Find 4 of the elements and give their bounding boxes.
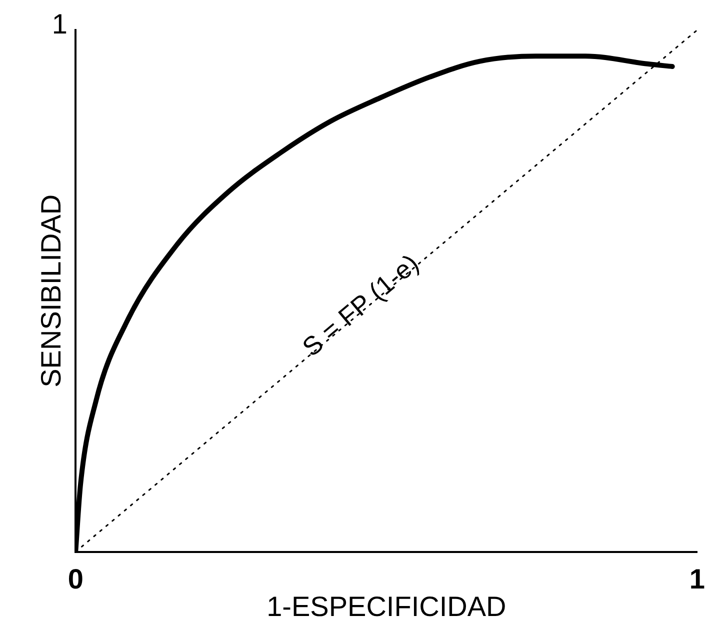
text: 1 [52, 8, 68, 40]
y-axis-title: SENSIBILIDAD [36, 194, 67, 388]
x-axis-title: 1-ESPECIFICIDAD [266, 590, 506, 622]
x-tick-label: 0 [68, 563, 84, 594]
